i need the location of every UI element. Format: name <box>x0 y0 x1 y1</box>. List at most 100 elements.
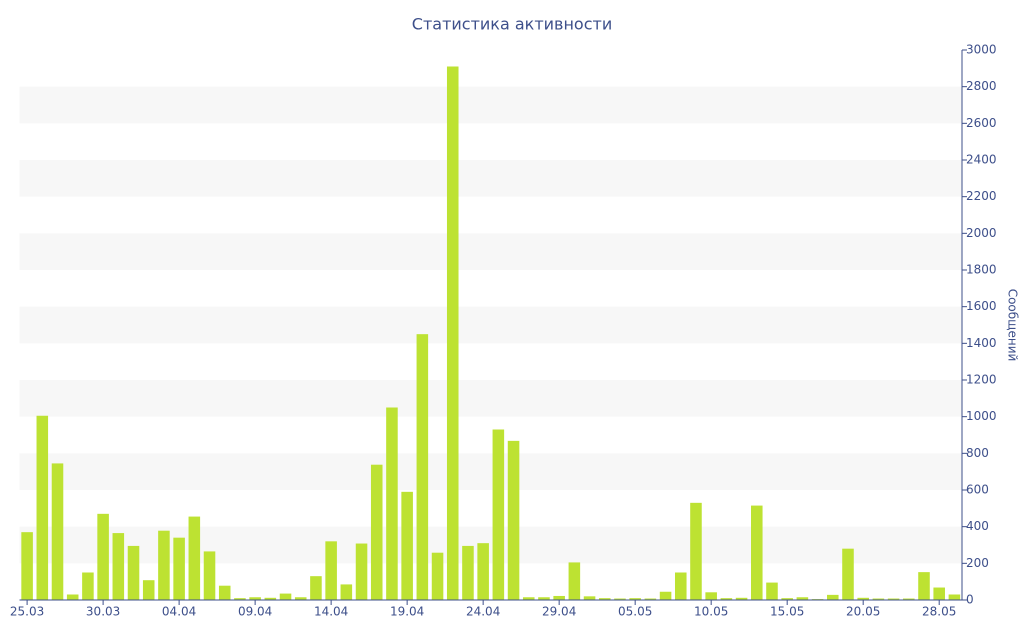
bar <box>720 598 733 600</box>
bar <box>842 548 854 600</box>
x-tick-label: 10.05 <box>694 605 728 619</box>
bar <box>462 545 474 600</box>
bar <box>538 597 550 600</box>
bar <box>325 541 337 600</box>
bar <box>492 429 505 600</box>
grid-band <box>19 233 962 270</box>
y-tick-label: 200 <box>966 556 989 570</box>
bar <box>188 516 201 600</box>
y-tick-label: 1800 <box>966 263 997 277</box>
bar <box>827 594 839 600</box>
grid-band <box>19 380 962 417</box>
bar <box>948 594 961 600</box>
bar <box>51 463 64 600</box>
bar <box>659 591 672 600</box>
bar <box>294 597 307 600</box>
bar <box>36 415 49 600</box>
bar <box>766 582 778 600</box>
bar <box>629 598 641 600</box>
bar <box>583 596 596 600</box>
bar <box>446 66 459 600</box>
bar <box>598 598 611 600</box>
y-tick-label: 800 <box>966 446 989 460</box>
bar <box>553 595 565 600</box>
bar <box>264 597 277 600</box>
bar <box>690 502 702 600</box>
bar <box>218 585 231 600</box>
bar <box>66 594 79 600</box>
grid-band <box>19 86 962 124</box>
x-tick-label: 29.04 <box>542 605 576 619</box>
y-tick-label: 3000 <box>966 43 997 57</box>
x-tick-label: 20.05 <box>846 605 880 619</box>
bar <box>751 505 763 600</box>
x-tick-label: 04.04 <box>162 605 196 619</box>
bar <box>933 587 945 600</box>
grid-band <box>19 160 962 197</box>
bar <box>887 598 900 600</box>
y-tick-label: 1400 <box>966 336 997 350</box>
bar <box>416 334 429 600</box>
bar <box>173 537 185 600</box>
bar <box>158 530 170 600</box>
y-tick-label: 0 <box>966 593 974 607</box>
bar <box>340 584 353 600</box>
bar <box>507 440 520 600</box>
x-tick-label: 25.03 <box>10 605 44 619</box>
bar <box>614 598 626 600</box>
bar <box>522 597 535 600</box>
y-tick-label: 2200 <box>966 189 997 203</box>
bar <box>370 464 383 600</box>
x-tick-label: 05.05 <box>618 605 652 619</box>
bar <box>249 597 261 600</box>
bar <box>386 407 398 600</box>
y-tick-label: 2600 <box>966 116 997 130</box>
bar <box>857 597 869 600</box>
bar <box>112 533 125 600</box>
bar <box>310 576 322 600</box>
bar <box>568 562 581 600</box>
x-tick-label: 30.03 <box>86 605 120 619</box>
chart-title: Статистика активности <box>412 15 612 34</box>
bar <box>781 598 793 600</box>
y-tick-label: 1200 <box>966 373 997 387</box>
bar <box>705 592 717 600</box>
bar <box>903 598 915 600</box>
bar <box>644 598 657 600</box>
x-tick-label: 09.04 <box>238 605 272 619</box>
y-tick-label: 600 <box>966 483 989 497</box>
bar <box>279 593 292 600</box>
y-tick-label: 2000 <box>966 226 997 240</box>
bar <box>431 552 444 600</box>
x-tick-label: 15.05 <box>770 605 804 619</box>
bar <box>401 491 413 600</box>
y-tick-label: 2400 <box>966 153 997 167</box>
y-tick-label: 400 <box>966 519 989 533</box>
bar <box>82 572 94 600</box>
bar <box>872 598 885 600</box>
bar <box>203 551 216 600</box>
x-tick-label: 14.04 <box>314 605 348 619</box>
x-tick-label: 24.04 <box>466 605 500 619</box>
bar <box>674 572 687 600</box>
x-tick-label: 28.05 <box>922 605 956 619</box>
bar <box>796 597 809 600</box>
bar <box>142 580 155 600</box>
y-tick-label: 1600 <box>966 299 997 313</box>
y-tick-label: 2800 <box>966 79 997 93</box>
y-tick-label: 1000 <box>966 409 997 423</box>
bar <box>97 513 109 600</box>
bar <box>127 545 140 600</box>
bar <box>234 598 246 600</box>
grid-band <box>19 306 962 344</box>
y-axis-label: Сообщений <box>1006 289 1020 362</box>
bar <box>355 543 368 600</box>
bar <box>477 543 489 600</box>
grid-band <box>19 453 962 490</box>
bar <box>918 572 930 600</box>
x-tick-label: 19.04 <box>390 605 424 619</box>
bar <box>21 532 33 600</box>
bar <box>735 597 748 600</box>
